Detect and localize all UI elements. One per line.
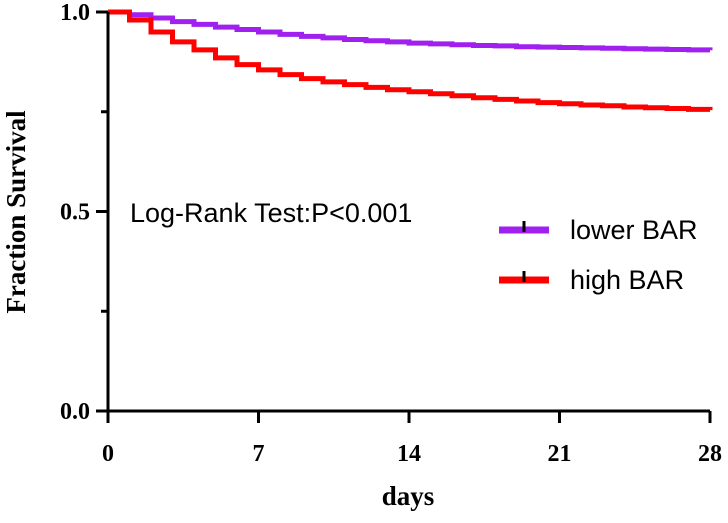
- series-layer: [108, 9, 713, 112]
- legend-label-lower-bar: lower BAR: [570, 215, 698, 245]
- x-axis-ticks: 0 7 14 21 28: [102, 411, 722, 467]
- x-tick-label: 0: [102, 441, 114, 467]
- series-line-high-bar: [108, 9, 713, 112]
- legend: lower BAR high BAR: [499, 215, 698, 295]
- x-tick-label: 28: [698, 441, 722, 467]
- x-tick-label: 7: [253, 441, 265, 467]
- x-tick-label: 14: [397, 441, 421, 467]
- y-tick-label: 0.5: [60, 200, 90, 226]
- x-axis-title: days: [382, 481, 435, 511]
- legend-label-high-bar: high BAR: [570, 265, 684, 295]
- series-line-lower-bar: [108, 9, 713, 53]
- log-rank-annotation: Log-Rank Test:P<0.001: [130, 198, 412, 228]
- y-axis-ticks: 0.0 0.5 1.0: [60, 0, 108, 425]
- y-tick-label: 1.0: [60, 0, 90, 26]
- y-tick-label: 0.0: [60, 399, 90, 425]
- y-axis-title: Fraction Survival: [1, 110, 31, 314]
- x-tick-label: 21: [548, 441, 572, 467]
